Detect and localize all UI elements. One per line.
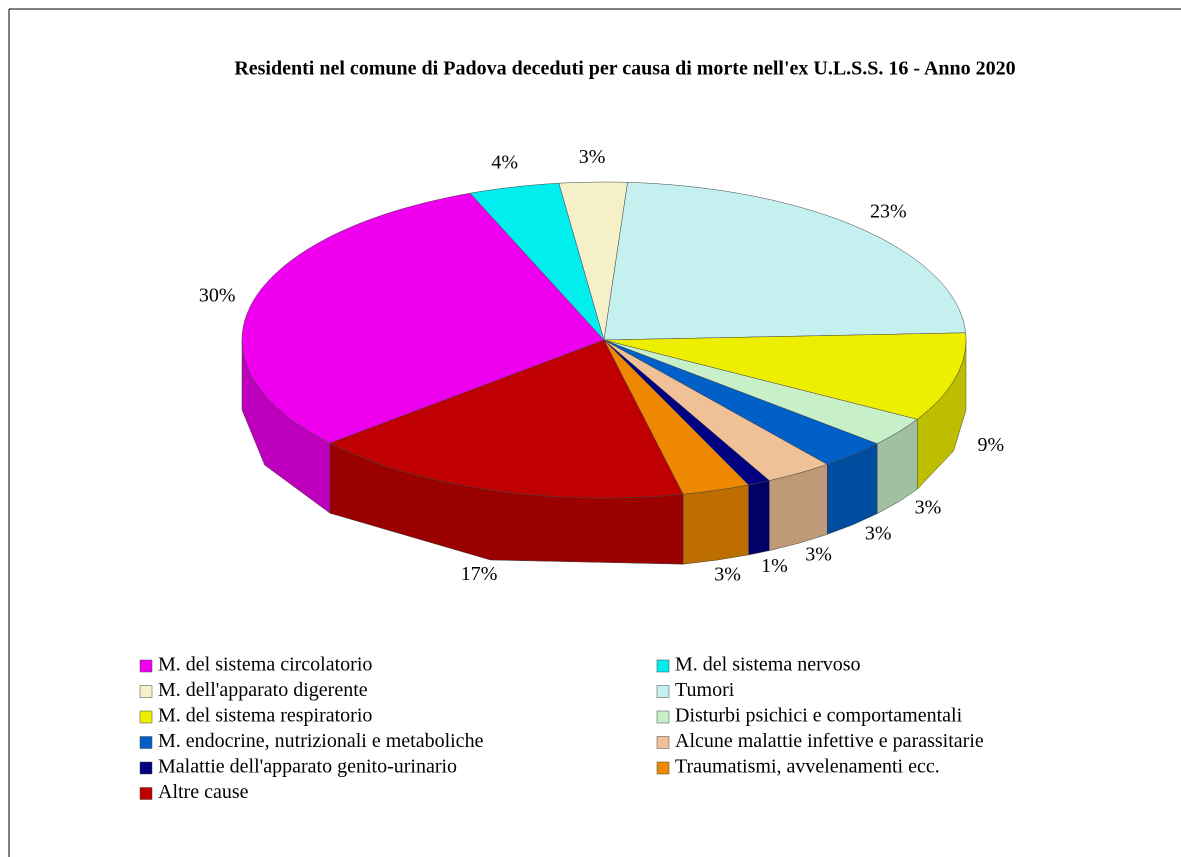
legend-label: M. del sistema circolatorio — [158, 654, 372, 676]
slice — [329, 339, 684, 499]
legend-swatch — [139, 736, 153, 749]
data-label: 3% — [915, 496, 942, 518]
legend-label: Malattie dell'apparato genito-urinario — [158, 756, 457, 778]
data-label: 3% — [865, 522, 892, 544]
legend-swatch — [139, 787, 153, 800]
legend-label: M. dell'apparato digerente — [158, 679, 368, 701]
data-label: 1% — [761, 555, 788, 577]
data-label: 23% — [870, 200, 907, 222]
data-label: 3% — [579, 146, 606, 168]
data-label: 4% — [491, 152, 518, 174]
legend-swatch — [139, 685, 153, 698]
legend-label: Altre cause — [158, 781, 249, 803]
slice — [558, 181, 628, 341]
legend-swatch — [656, 659, 670, 673]
slice-side — [682, 484, 749, 565]
slice — [603, 339, 750, 495]
legend-label: Disturbi psichici e comportamentali — [675, 705, 963, 727]
legend-swatch — [139, 761, 153, 775]
legend-label: M. del sistema respiratorio — [158, 705, 372, 727]
legend-swatch — [139, 659, 153, 673]
slice — [603, 182, 966, 341]
slice — [469, 182, 605, 341]
data-label: 3% — [714, 563, 741, 585]
slice — [241, 192, 605, 444]
data-label: 9% — [977, 434, 1004, 456]
legend-label: M. del sistema nervoso — [675, 654, 861, 676]
legend-label: Alcune malattie infettive e parassitarie — [675, 730, 984, 752]
legend-label: Traumatismi, avvelenamenti ecc. — [675, 756, 940, 778]
slice-side — [748, 480, 770, 556]
legend-label: M. endocrine, nutrizionali e metaboliche — [158, 730, 484, 752]
legend-swatch — [656, 710, 670, 724]
data-label: 3% — [805, 544, 832, 566]
slice — [603, 339, 878, 465]
chart-title: Residenti nel comune di Padova deceduti … — [234, 58, 1015, 80]
slice — [603, 339, 918, 444]
legend-swatch — [139, 710, 153, 724]
legend-swatch — [656, 685, 670, 698]
data-label: 17% — [461, 563, 498, 585]
legend-swatch — [656, 761, 670, 775]
slice — [603, 332, 967, 420]
legend-label: Tumori — [675, 679, 735, 701]
slice — [603, 339, 828, 481]
legend-swatch — [656, 736, 670, 749]
data-label: 30% — [199, 284, 236, 306]
